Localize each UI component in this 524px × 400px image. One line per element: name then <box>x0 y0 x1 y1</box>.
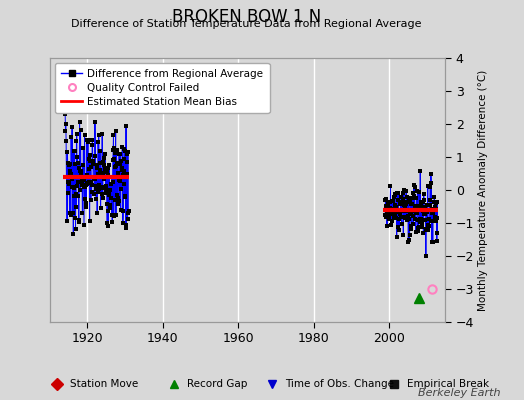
Text: Berkeley Earth: Berkeley Earth <box>418 388 500 398</box>
Text: Difference of Station Temperature Data from Regional Average: Difference of Station Temperature Data f… <box>71 19 421 29</box>
Text: Station Move: Station Move <box>70 379 138 389</box>
Text: Empirical Break: Empirical Break <box>407 379 489 389</box>
Y-axis label: Monthly Temperature Anomaly Difference (°C): Monthly Temperature Anomaly Difference (… <box>478 69 488 311</box>
Legend: Difference from Regional Average, Quality Control Failed, Estimated Station Mean: Difference from Regional Average, Qualit… <box>55 63 269 113</box>
Text: Record Gap: Record Gap <box>187 379 247 389</box>
Text: BROKEN BOW 1 N: BROKEN BOW 1 N <box>172 8 321 26</box>
Text: Time of Obs. Change: Time of Obs. Change <box>285 379 395 389</box>
